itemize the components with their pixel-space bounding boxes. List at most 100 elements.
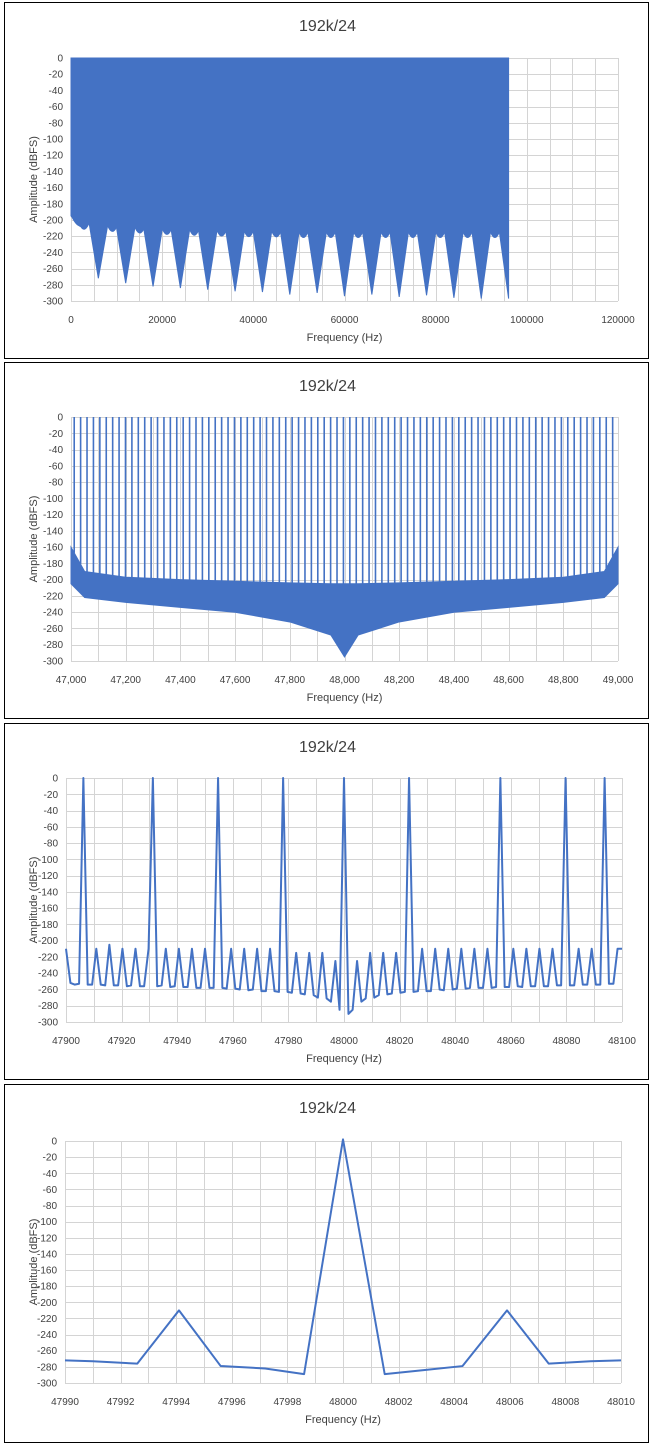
x-tick-label: 0 bbox=[68, 315, 74, 326]
x-tick-label: 47920 bbox=[108, 1036, 136, 1047]
y-tick-label: -180 bbox=[43, 559, 63, 570]
y-tick-label: -240 bbox=[43, 608, 63, 619]
y-tick-label: -120 bbox=[38, 871, 58, 882]
chart-panel-full-spectrum: 192k/24 0 -20 -40 -60 -80 -100 -120 -140 -160 -180… bbox=[4, 2, 649, 359]
y-tick-label: 0 bbox=[52, 774, 58, 785]
x-tick-label: 48100 bbox=[608, 1036, 636, 1047]
y-tick-label: -20 bbox=[49, 70, 64, 81]
y-tick-label: -140 bbox=[43, 167, 63, 178]
chart-47900-48100: 192k/24 0 -20 -40 -60 -80 -100 -120 -140 -160 -180… bbox=[28, 739, 636, 1065]
y-tick-label: -300 bbox=[43, 657, 63, 668]
series-line bbox=[65, 777, 622, 1015]
chart-panel-47900-48100: 192k/24 0 -20 -40 -60 -80 -100 -120 -140 -160 -180… bbox=[4, 723, 649, 1080]
x-tick-label: 48060 bbox=[497, 1036, 525, 1047]
y-tick-label: -40 bbox=[49, 445, 64, 456]
x-tick-label: 47940 bbox=[163, 1036, 191, 1047]
y-axis-label: Amplitude (dBFS) bbox=[28, 496, 40, 583]
chart-full-spectrum: 192k/24 0 -20 -40 -60 -80 -100 -120 -140 -160 -180… bbox=[28, 18, 635, 344]
noise-band bbox=[70, 545, 619, 658]
y-tick-label: -300 bbox=[43, 297, 63, 308]
y-tick-label: -220 bbox=[43, 232, 63, 243]
series-group bbox=[65, 777, 622, 1015]
y-tick-label: -120 bbox=[37, 1233, 57, 1244]
series-area-detail bbox=[71, 58, 509, 299]
x-tick-label: 48002 bbox=[385, 1397, 413, 1408]
y-tick-label: 0 bbox=[57, 413, 63, 424]
chart-panel-47990-48010: 192k/24 0 -20 -40 -60 -80 -100 -120 -140 -160 -180… bbox=[4, 1084, 649, 1443]
x-tick-label: 47,200 bbox=[110, 675, 141, 686]
y-tick-label: 0 bbox=[51, 1137, 57, 1148]
y-tick-label: -220 bbox=[38, 952, 58, 963]
y-tick-label: -200 bbox=[43, 575, 63, 586]
y-tick-label: -260 bbox=[43, 264, 63, 275]
y-tick-label: -60 bbox=[43, 1185, 58, 1196]
y-tick-label: -260 bbox=[37, 1346, 57, 1357]
x-tick-label: 60000 bbox=[331, 315, 359, 326]
x-tick-label: 47994 bbox=[162, 1397, 190, 1408]
y-tick-label: -40 bbox=[44, 806, 59, 817]
y-tick-label: -220 bbox=[43, 591, 63, 602]
x-tick-label: 48,000 bbox=[329, 675, 360, 686]
y-tick-label: -220 bbox=[37, 1314, 57, 1325]
x-tick-label: 48004 bbox=[440, 1397, 468, 1408]
x-tick-label: 47,600 bbox=[220, 675, 251, 686]
x-tick-label: 48040 bbox=[441, 1036, 469, 1047]
x-tick-label: 47980 bbox=[274, 1036, 302, 1047]
y-tick-label: -180 bbox=[38, 920, 58, 931]
y-tick-label: -280 bbox=[43, 280, 63, 291]
series-line bbox=[64, 1138, 622, 1376]
x-tick-label: 47,800 bbox=[275, 675, 306, 686]
x-tick-label: 49,000 bbox=[603, 675, 634, 686]
x-tick-label: 47990 bbox=[51, 1397, 79, 1408]
y-tick-label: -100 bbox=[37, 1217, 57, 1228]
x-tick-label: 48,800 bbox=[548, 675, 579, 686]
x-tick-label: 48000 bbox=[329, 1397, 357, 1408]
y-tick-label: -280 bbox=[43, 640, 63, 651]
y-tick-label: -200 bbox=[37, 1298, 57, 1309]
y-tick-label: -80 bbox=[49, 118, 64, 129]
y-tick-label: -240 bbox=[43, 248, 63, 259]
y-tick-label: -300 bbox=[37, 1379, 57, 1390]
x-axis-label: Frequency (Hz) bbox=[307, 692, 383, 704]
x-tick-label: 47900 bbox=[52, 1036, 80, 1047]
y-tick-label: -240 bbox=[38, 969, 58, 980]
y-tick-label: -200 bbox=[38, 936, 58, 947]
y-axis-label: Amplitude (dBFS) bbox=[28, 136, 40, 223]
y-tick-label: -280 bbox=[38, 1001, 58, 1012]
x-axis-label: Frequency (Hz) bbox=[307, 332, 383, 344]
x-axis-label: Frequency (Hz) bbox=[305, 1414, 381, 1426]
x-tick-label: 48,200 bbox=[384, 675, 415, 686]
y-tick-label: -280 bbox=[37, 1362, 57, 1373]
y-tick-label: -180 bbox=[43, 199, 63, 210]
y-tick-label: -80 bbox=[43, 1201, 58, 1212]
x-tick-label: 120000 bbox=[601, 315, 635, 326]
x-tick-label: 40000 bbox=[239, 315, 267, 326]
y-tick-label: -20 bbox=[43, 1153, 58, 1164]
x-tick-label: 48000 bbox=[330, 1036, 358, 1047]
y-tick-label: -100 bbox=[43, 135, 63, 146]
x-tick-label: 100000 bbox=[510, 315, 544, 326]
x-tick-label: 47996 bbox=[218, 1397, 246, 1408]
series-group bbox=[70, 57, 510, 299]
y-tick-label: -80 bbox=[44, 839, 59, 850]
x-tick-label: 48,600 bbox=[493, 675, 524, 686]
y-tick-label: -80 bbox=[49, 478, 64, 489]
chart-title: 192k/24 bbox=[299, 378, 356, 395]
series-group bbox=[70, 417, 619, 658]
y-tick-label: -140 bbox=[37, 1249, 57, 1260]
y-tick-label: -180 bbox=[37, 1282, 57, 1293]
y-tick-label: 0 bbox=[57, 54, 63, 65]
chart-47990-48010: 192k/24 0 -20 -40 -60 -80 -100 -120 -140 -160 -180… bbox=[28, 1100, 635, 1426]
y-tick-label: -140 bbox=[38, 887, 58, 898]
y-tick-label: -40 bbox=[43, 1169, 58, 1180]
chart-47k-49k: 192k/24 0 -20 -40 -60 -80 -100 -120 -140 -160 -180… bbox=[28, 378, 634, 704]
y-tick-label: -240 bbox=[37, 1330, 57, 1341]
x-tick-label: 47992 bbox=[107, 1397, 135, 1408]
y-tick-label: -160 bbox=[38, 904, 58, 915]
y-tick-label: -300 bbox=[38, 1018, 58, 1029]
x-tick-label: 47,400 bbox=[165, 675, 196, 686]
y-tick-label: -100 bbox=[38, 855, 58, 866]
x-tick-label: 48008 bbox=[551, 1397, 579, 1408]
x-tick-label: 48006 bbox=[496, 1397, 524, 1408]
x-axis-label: Frequency (Hz) bbox=[306, 1053, 382, 1065]
